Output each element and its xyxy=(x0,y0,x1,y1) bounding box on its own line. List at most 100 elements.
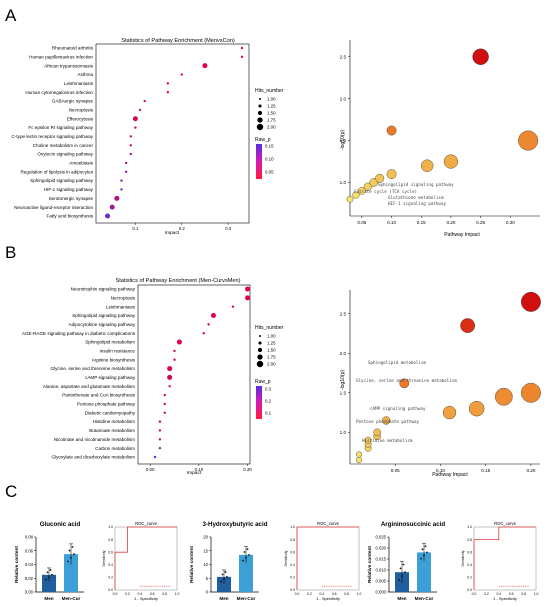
pathway-label: Adipocytokine signaling pathway xyxy=(69,322,136,327)
roc-y-axis-label: Sensitivity xyxy=(461,550,465,566)
data-point xyxy=(221,573,224,576)
pathway-bubble xyxy=(369,178,378,187)
pathway-dot xyxy=(163,393,166,397)
pathway-dot xyxy=(132,116,138,122)
pathway-label: Nicotinate and nicotinamide metabolism xyxy=(54,437,135,442)
y-axis-label: -log10(p) xyxy=(340,130,346,150)
data-point xyxy=(404,571,406,574)
pathway-dot xyxy=(158,438,162,441)
y-tick-label: 10 xyxy=(203,562,208,567)
x-tick-label: 0.15 xyxy=(417,220,426,225)
pathway-dot xyxy=(202,63,208,69)
x-tick-label: Men xyxy=(219,596,228,601)
data-point xyxy=(402,563,405,566)
data-point xyxy=(243,551,246,553)
roc-x-axis-label: 1 - Specificity xyxy=(316,596,340,601)
size-legend-label: 1.25 xyxy=(267,104,276,109)
data-point xyxy=(246,548,249,550)
y-tick-label: 2.5 xyxy=(340,54,347,59)
pathway-label: Sphingolipid signaling pathway xyxy=(30,178,94,183)
pathway-dot xyxy=(180,73,183,76)
x-tick-label: 0.3 xyxy=(225,226,232,231)
data-point xyxy=(398,579,400,581)
color-legend-label: 0.15 xyxy=(265,144,274,149)
pathway-bubble xyxy=(518,130,539,151)
y-tick-label: 0.000 xyxy=(376,590,387,595)
pathway-bubble xyxy=(364,436,372,444)
data-point xyxy=(45,578,47,581)
roc-x-tick-label: 0.4 xyxy=(137,592,142,596)
roc-x-tick-label: 0.0 xyxy=(295,592,300,596)
y-tick-label: 20 xyxy=(203,535,208,540)
pathway-dot xyxy=(158,446,162,450)
pathway-bubble xyxy=(399,378,410,389)
x-tick-label: 0.05 xyxy=(391,468,400,473)
roc-x-tick-label: 0.6 xyxy=(332,592,337,596)
data-point xyxy=(420,557,422,560)
pathway-dot xyxy=(124,170,128,173)
pathway-dot xyxy=(167,366,173,372)
pathway-label: Necroptosis xyxy=(69,107,94,112)
pathway-bubble xyxy=(521,291,541,312)
x-tick-label: 0.10 xyxy=(436,468,445,473)
roc-title: ROC_curve xyxy=(494,521,517,526)
data-point xyxy=(423,554,425,557)
size-legend-dot xyxy=(259,335,261,337)
size-legend-dot xyxy=(257,354,263,360)
x-tick-label: 0.10 xyxy=(387,220,396,225)
x-axis-label: Pathway Impact xyxy=(432,472,468,478)
x-tick-label: 0.05 xyxy=(357,220,366,225)
pathway-dot xyxy=(173,349,176,353)
data-point xyxy=(426,551,428,554)
pathway-dot xyxy=(120,179,123,182)
pathway-label: Sphingolipid metabolism xyxy=(85,340,135,345)
pathway-bubble xyxy=(352,191,360,199)
pathway-bubble xyxy=(521,382,541,403)
roc-x-tick-label: 0.0 xyxy=(113,592,118,596)
roc-x-tick-label: 0.6 xyxy=(150,592,155,596)
roc-y-tick-label: 0.4 xyxy=(467,563,472,567)
pathway-dot xyxy=(134,126,137,129)
bar xyxy=(239,554,253,592)
pathway-label: Carbon metabolism xyxy=(95,446,135,451)
pathway-bubble xyxy=(358,187,366,195)
roc-x-tick-label: 0.2 xyxy=(307,592,312,596)
size-legend-dot xyxy=(256,123,264,131)
roc-y-tick-label: 0.2 xyxy=(467,576,472,580)
size-legend-dot xyxy=(257,110,263,116)
roc-y-tick-label: 0.6 xyxy=(467,550,472,554)
pathway-bubble xyxy=(375,173,385,183)
bubble-label: Histidine metabolism xyxy=(362,438,413,443)
y-tick-label: 0.010 xyxy=(376,568,387,573)
pathway-dot xyxy=(207,323,210,326)
x-tick-label: Men-Cur xyxy=(237,596,256,601)
pathway-bubble xyxy=(355,456,363,464)
roc-y-tick-label: 0.2 xyxy=(290,576,295,580)
roc-x-tick-label: 0.0 xyxy=(472,592,477,596)
x-tick-label: Men xyxy=(44,596,53,601)
pathway-dot xyxy=(240,46,244,50)
pathway-bubble xyxy=(460,318,475,333)
y-tick-label: 1.5 xyxy=(340,390,347,395)
roc-y-axis-label: Sensitivity xyxy=(284,550,288,566)
size-legend-label: 1.75 xyxy=(267,118,276,123)
pathway-label: Glyoxylate and dicarboxylate metabolism xyxy=(52,455,136,460)
roc-y-tick-label: 0.8 xyxy=(467,538,472,542)
bubble-label: cAMP signaling pathway xyxy=(370,406,426,411)
pathway-dot xyxy=(120,188,123,191)
color-legend-label: 0.3 xyxy=(265,387,272,392)
pathway-dot xyxy=(105,213,111,219)
pathway-label: Neurotrophin signaling pathway xyxy=(71,287,136,292)
color-legend-title: Raw_p xyxy=(255,379,271,385)
size-legend-label: 1.50 xyxy=(267,348,276,353)
pathway-label: Leishmaniasis xyxy=(106,304,136,309)
roc-x-tick-label: 0.8 xyxy=(521,592,526,596)
y-axis-label: Relative content xyxy=(189,546,195,583)
size-legend-label: 2.00 xyxy=(267,362,276,367)
pathway-label: Human cytomegalovirus infection xyxy=(25,90,93,95)
roc-x-axis-label: 1 - Specificity xyxy=(493,596,517,601)
bar xyxy=(417,552,431,592)
size-legend-label: 2.00 xyxy=(267,125,276,130)
color-legend-label: 0.05 xyxy=(265,170,274,175)
